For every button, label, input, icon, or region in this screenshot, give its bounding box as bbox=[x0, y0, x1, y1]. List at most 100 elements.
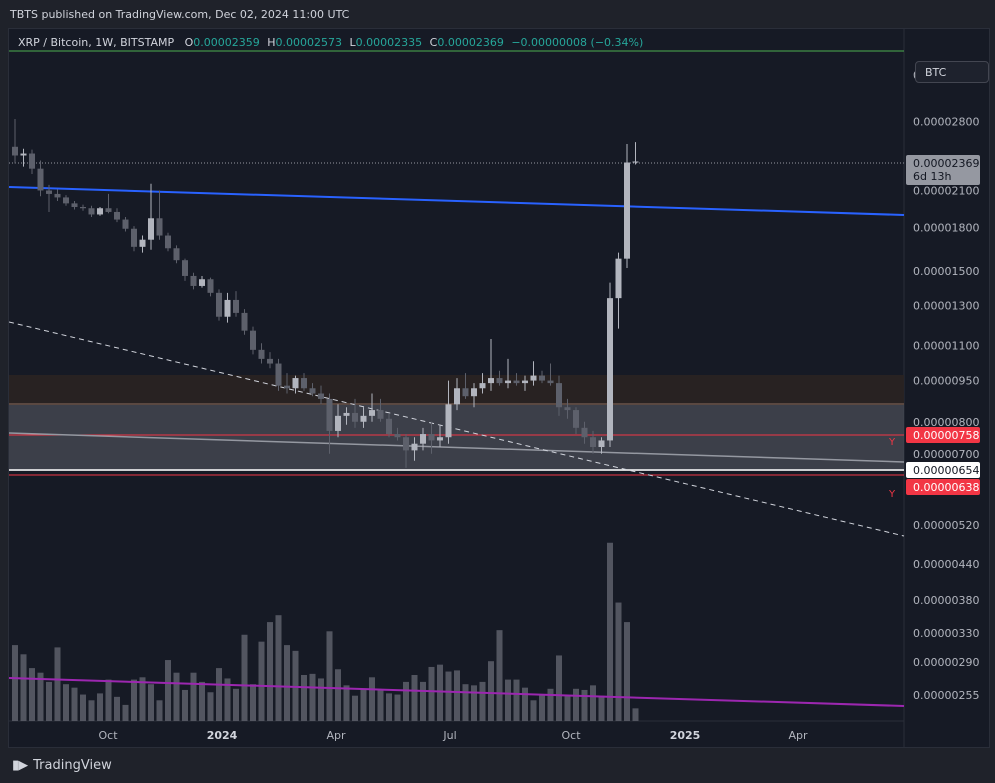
candle bbox=[335, 404, 341, 438]
grey-trendline bbox=[9, 432, 905, 463]
candle bbox=[607, 282, 613, 448]
candle bbox=[454, 378, 460, 411]
volume-tick-label: 0.00000255 bbox=[913, 689, 979, 702]
volume-bar bbox=[148, 684, 154, 721]
candle bbox=[539, 370, 545, 384]
volume-bar bbox=[173, 672, 180, 721]
chart-frame[interactable]: 0.000034000.000028000.000021000.00001800… bbox=[8, 28, 990, 748]
change-value: −0.00000008 (−0.34%) bbox=[511, 36, 644, 49]
volume-bar bbox=[165, 660, 171, 721]
candle bbox=[386, 412, 392, 438]
candle bbox=[505, 358, 511, 389]
volume-bars bbox=[12, 542, 639, 721]
volume-bar bbox=[454, 670, 460, 721]
volume-bar bbox=[394, 694, 401, 721]
volume-bar bbox=[335, 669, 341, 721]
dashed-trendline bbox=[9, 321, 905, 537]
candlesticks bbox=[12, 118, 639, 468]
volume-bar bbox=[29, 668, 35, 721]
volume-bar bbox=[513, 679, 520, 721]
volume-bar bbox=[445, 671, 452, 721]
price-tick-label: 0.00000800 bbox=[913, 416, 979, 429]
volume-bar bbox=[267, 622, 273, 721]
candle bbox=[581, 421, 588, 444]
volume-bar bbox=[479, 681, 486, 721]
volume-bar bbox=[471, 685, 477, 721]
candle bbox=[173, 245, 180, 264]
candle bbox=[105, 193, 112, 214]
candle bbox=[420, 427, 426, 451]
volume-bar bbox=[615, 602, 622, 721]
price-label-red: 0.00000638 Y bbox=[888, 479, 980, 500]
candle bbox=[12, 118, 18, 164]
volume-bar bbox=[598, 695, 605, 721]
time-tick-label: 2024 bbox=[207, 729, 238, 742]
volume-bar bbox=[505, 679, 511, 721]
volume-bar bbox=[360, 688, 367, 721]
candle bbox=[369, 393, 375, 422]
candle bbox=[564, 398, 571, 419]
time-tick-label: Apr bbox=[788, 729, 808, 742]
price-axis[interactable]: 0.000034000.000028000.000021000.00001800… bbox=[913, 69, 979, 532]
time-axis[interactable]: Oct 2024 Apr Jul Oct 2025 Apr bbox=[98, 729, 808, 742]
low-label: L bbox=[349, 36, 356, 49]
high-label: H bbox=[267, 36, 276, 49]
candle bbox=[488, 338, 494, 391]
tradingview-logo-icon: ▮▶ bbox=[12, 758, 28, 773]
volume-bar bbox=[539, 694, 545, 721]
candle bbox=[522, 375, 528, 391]
volume-bar bbox=[114, 696, 120, 721]
volume-bar bbox=[301, 675, 307, 721]
open-label: O bbox=[184, 36, 194, 49]
volume-bar bbox=[590, 685, 596, 721]
volume-axis: 0.00000440 0.00000380 0.00000330 0.00000290… bbox=[913, 558, 979, 702]
svg-text:0.00002369: 0.00002369 bbox=[913, 157, 979, 170]
candle bbox=[301, 373, 307, 391]
currency-button[interactable]: BTC bbox=[915, 61, 989, 83]
volume-tick-label: 0.00000440 bbox=[913, 558, 979, 571]
volume-bar bbox=[573, 688, 579, 721]
candle bbox=[318, 385, 324, 405]
price-tick-label: 0.00001100 bbox=[913, 339, 979, 352]
svg-text:Y: Y bbox=[888, 437, 896, 448]
price-tick-label: 0.00001500 bbox=[913, 265, 979, 278]
volume-bar bbox=[632, 708, 639, 721]
candle bbox=[97, 207, 103, 216]
candle bbox=[284, 373, 290, 394]
candle bbox=[37, 160, 44, 197]
price-tick-label: 0.00002800 bbox=[913, 116, 979, 129]
candle bbox=[343, 407, 350, 425]
volume-bar bbox=[88, 700, 95, 721]
price-chart[interactable]: 0.000034000.000028000.000021000.00001800… bbox=[9, 29, 989, 747]
candle bbox=[632, 142, 639, 165]
volume-bar bbox=[564, 695, 571, 721]
svg-text:0.00000758: 0.00000758 bbox=[913, 429, 979, 442]
volume-bar bbox=[607, 542, 613, 721]
candle bbox=[403, 434, 409, 468]
volume-bar bbox=[275, 615, 282, 721]
candle bbox=[46, 184, 52, 212]
time-tick-label: Oct bbox=[561, 729, 581, 742]
footer: ▮▶ TradingView bbox=[12, 758, 112, 773]
candle bbox=[352, 398, 358, 428]
volume-bar bbox=[428, 666, 435, 721]
volume-bar bbox=[309, 673, 316, 721]
volume-bar bbox=[258, 641, 265, 721]
candle bbox=[54, 189, 61, 201]
candle bbox=[462, 373, 469, 399]
volume-bar bbox=[80, 694, 86, 721]
volume-bar bbox=[207, 692, 214, 721]
volume-bar bbox=[71, 687, 78, 721]
volume-bar bbox=[352, 695, 358, 721]
blue-trendline bbox=[9, 186, 905, 216]
candle bbox=[250, 326, 256, 355]
volume-bar bbox=[522, 687, 528, 721]
candle bbox=[471, 383, 477, 408]
candle bbox=[411, 437, 418, 461]
candle bbox=[207, 277, 214, 297]
low-value: 0.00002335 bbox=[355, 36, 423, 49]
candle bbox=[182, 258, 188, 281]
published-header: TBTS published on TradingView.com, Dec 0… bbox=[10, 8, 350, 21]
candle bbox=[190, 272, 197, 290]
